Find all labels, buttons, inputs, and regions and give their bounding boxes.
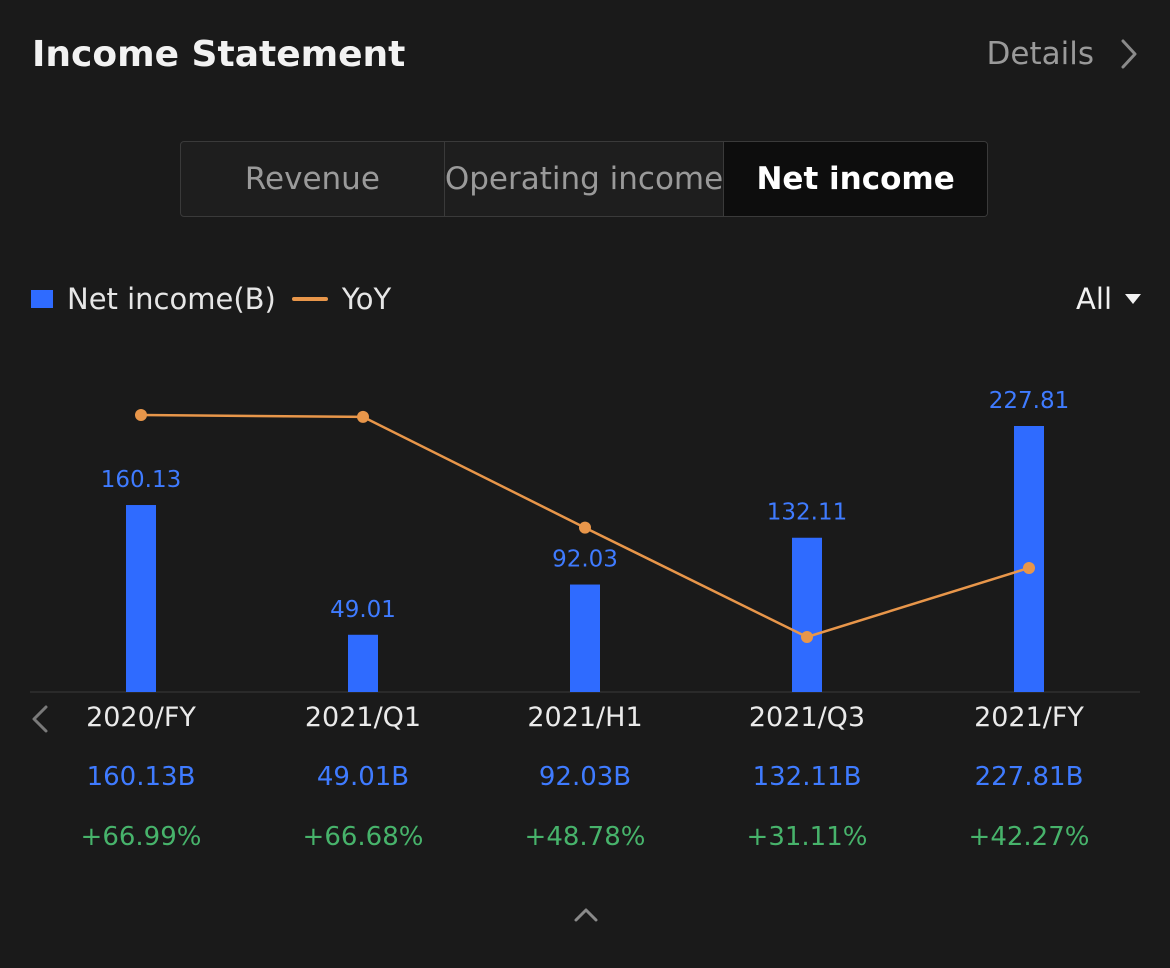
bar-data-label: 160.13: [101, 467, 181, 493]
bar: [792, 537, 822, 692]
yoy-cell: +42.27%: [968, 822, 1090, 852]
yoy-cell: +66.68%: [302, 822, 424, 852]
bar-data-label: 49.01: [330, 597, 396, 623]
yoy-point: [801, 631, 813, 643]
value-row: 160.13B 49.01B 92.03B 132.11B 227.81B: [30, 762, 1140, 802]
tab-net-income[interactable]: Net income: [724, 142, 987, 216]
x-tick-label: 2021/Q3: [748, 702, 866, 733]
chevron-right-icon: [1121, 39, 1137, 69]
chevron-left-icon[interactable]: [30, 704, 50, 734]
bar-data-label: 92.03: [552, 547, 618, 573]
x-tick-label: 2021/H1: [527, 702, 643, 733]
yoy-row: +66.99% +66.68% +48.78% +31.11% +42.27%: [30, 822, 1140, 862]
legend-line-swatch: [291, 297, 328, 301]
value-cell: 160.13B: [86, 762, 196, 792]
yoy-cell: +31.11%: [746, 822, 868, 852]
legend-line-label: YoY: [341, 282, 392, 316]
bar-data-label: 227.81: [989, 388, 1069, 414]
chevron-up-icon[interactable]: [573, 905, 599, 923]
x-tick-label: 2021/Q1: [304, 702, 422, 733]
legend-bar-swatch: [31, 290, 53, 308]
bar: [570, 584, 600, 692]
net-income-chart: 160.13 49.01 92.03 132.11 227.81: [30, 388, 1140, 693]
bar: [348, 634, 378, 692]
legend-bar-label: Net income(B): [67, 282, 276, 316]
yoy-point: [135, 409, 147, 421]
details-link[interactable]: Details: [987, 36, 1138, 72]
x-tick-label: 2021/FY: [974, 702, 1084, 733]
yoy-cell: +48.78%: [524, 822, 646, 852]
bar-data-label: 132.11: [767, 500, 847, 526]
range-label: All: [1076, 282, 1112, 316]
chart-legend: Net income(B) YoY: [31, 282, 391, 316]
range-selector[interactable]: All: [1076, 282, 1142, 316]
yoy-point: [357, 410, 369, 423]
bar: [126, 505, 156, 692]
yoy-point: [579, 521, 591, 534]
tab-operating-income[interactable]: Operating income: [445, 142, 725, 216]
category-row: 2020/FY 2021/Q1 2021/H1 2021/Q3 2021/FY: [30, 702, 1140, 742]
caret-down-icon: [1125, 294, 1141, 304]
metric-tabs: Revenue Operating income Net income: [180, 141, 988, 217]
page-title: Income Statement: [32, 34, 406, 75]
details-label: Details: [986, 36, 1094, 72]
value-cell: 227.81B: [974, 762, 1084, 792]
value-cell: 49.01B: [316, 762, 410, 792]
x-tick-label: 2020/FY: [86, 702, 196, 733]
bar: [1014, 426, 1044, 692]
value-cell: 132.11B: [752, 762, 862, 792]
value-cell: 92.03B: [538, 762, 632, 792]
yoy-cell: +66.99%: [80, 822, 202, 852]
yoy-point: [1023, 561, 1035, 574]
tab-revenue[interactable]: Revenue: [181, 142, 445, 216]
